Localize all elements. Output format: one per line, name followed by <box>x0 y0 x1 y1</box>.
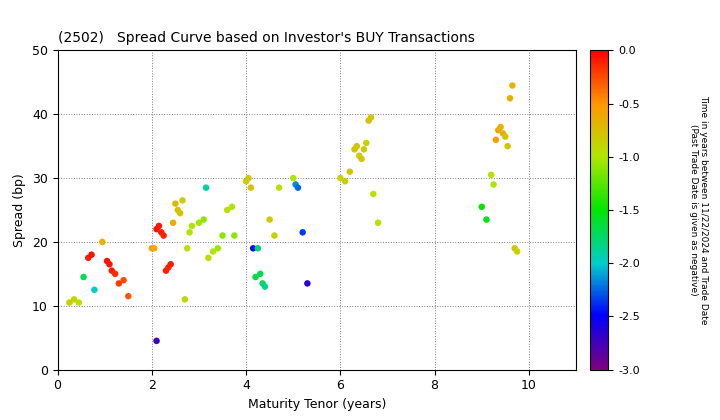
X-axis label: Maturity Tenor (years): Maturity Tenor (years) <box>248 398 386 411</box>
Point <box>109 270 121 277</box>
Point <box>264 216 276 223</box>
Point <box>172 207 184 213</box>
Point <box>176 197 188 204</box>
Point <box>226 203 238 210</box>
Point <box>122 293 134 299</box>
Point <box>150 338 162 344</box>
Point <box>240 178 252 185</box>
Point <box>348 146 360 153</box>
Point <box>274 184 285 191</box>
Point <box>358 146 369 153</box>
Point <box>96 239 108 245</box>
Point <box>485 171 497 178</box>
Point <box>165 261 176 268</box>
Point <box>259 283 271 290</box>
Point <box>290 181 302 188</box>
Text: (2502)   Spread Curve based on Investor's BUY Transactions: (2502) Spread Curve based on Investor's … <box>58 31 474 45</box>
Point <box>269 232 280 239</box>
Point <box>228 232 240 239</box>
Point <box>68 296 80 303</box>
Point <box>150 226 162 233</box>
Y-axis label: Spread (bp): Spread (bp) <box>14 173 27 247</box>
Point <box>202 255 214 261</box>
Point <box>498 130 509 137</box>
Point <box>344 168 356 175</box>
Point <box>161 267 172 274</box>
Point <box>170 200 181 207</box>
Point <box>495 123 506 130</box>
Point <box>73 299 84 306</box>
Point <box>146 245 158 252</box>
Point <box>250 274 261 281</box>
Point <box>222 207 233 213</box>
Point <box>504 95 516 102</box>
Point <box>245 184 256 191</box>
Point <box>200 184 212 191</box>
Point <box>368 191 379 197</box>
Point <box>153 223 165 229</box>
Point <box>174 210 186 217</box>
Point <box>163 264 174 271</box>
Point <box>490 136 502 143</box>
Point <box>351 143 363 150</box>
Point <box>106 267 117 274</box>
Point <box>113 280 125 287</box>
Point <box>511 248 523 255</box>
Point <box>212 245 224 252</box>
Point <box>339 178 351 185</box>
Point <box>297 229 308 236</box>
Point <box>363 117 374 124</box>
Point <box>207 248 219 255</box>
Point <box>502 143 513 150</box>
Point <box>354 152 365 159</box>
Point <box>492 127 504 134</box>
Point <box>167 219 179 226</box>
Point <box>481 216 492 223</box>
Point <box>252 245 264 252</box>
Point <box>335 175 346 181</box>
Point <box>248 245 259 252</box>
Point <box>156 229 167 236</box>
Point <box>365 114 377 121</box>
Point <box>287 175 299 181</box>
Point <box>372 219 384 226</box>
Point <box>292 184 304 191</box>
Point <box>89 286 100 293</box>
Point <box>63 299 75 306</box>
Point <box>83 255 94 261</box>
Point <box>118 277 130 284</box>
Text: Time in years between 11/22/2024 and Trade Date
(Past Trade Date is given as neg: Time in years between 11/22/2024 and Tra… <box>689 95 708 325</box>
Point <box>509 245 521 252</box>
Point <box>179 296 191 303</box>
Point <box>78 274 89 281</box>
Point <box>217 232 228 239</box>
Point <box>102 258 113 265</box>
Point <box>198 216 210 223</box>
Point <box>184 229 195 236</box>
Point <box>507 82 518 89</box>
Point <box>361 139 372 146</box>
Point <box>158 232 169 239</box>
Point <box>193 219 204 226</box>
Point <box>476 203 487 210</box>
Point <box>254 270 266 277</box>
Point <box>86 251 97 258</box>
Point <box>257 280 269 287</box>
Point <box>148 245 160 252</box>
Point <box>500 133 511 140</box>
Point <box>181 245 193 252</box>
Point <box>243 175 254 181</box>
Point <box>104 261 115 268</box>
Point <box>186 223 198 229</box>
Point <box>487 181 499 188</box>
Point <box>356 155 367 162</box>
Point <box>302 280 313 287</box>
